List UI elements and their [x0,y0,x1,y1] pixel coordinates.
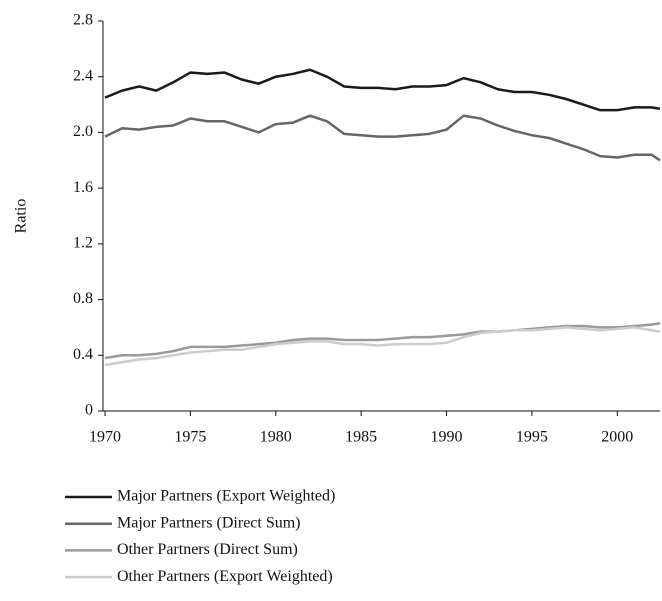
y-tick-label: 1.6 [73,179,93,196]
series-line [104,68,661,112]
legend-label: Major Partners (Export Weighted) [117,488,335,505]
y-tick-label: 0.4 [73,346,93,363]
x-tick-label: 1995 [516,429,548,446]
y-tick-label: 0.8 [73,290,93,307]
x-tick-label: 1990 [431,429,463,446]
y-tick-label: 0 [85,402,93,419]
x-tick-label: 1975 [174,429,206,446]
x-tick-label: 2000 [601,429,633,446]
x-tick-label: 1985 [345,429,377,446]
legend-label: Other Partners (Export Weighted) [117,568,333,585]
series-line [104,114,661,162]
x-tick-label: 1970 [89,429,121,446]
legend-label: Other Partners (Direct Sum) [117,541,298,558]
series-line [104,322,661,360]
series-line [104,326,661,367]
legend-label: Major Partners (Direct Sum) [117,514,301,531]
y-tick-label: 2.8 [73,12,93,29]
y-tick-label: 2.0 [73,123,93,140]
x-tick-label: 1980 [260,429,292,446]
y-tick-label: 2.4 [73,67,93,84]
y-tick-label: 1.2 [73,235,93,252]
y-axis-label: Ratio [13,199,30,234]
